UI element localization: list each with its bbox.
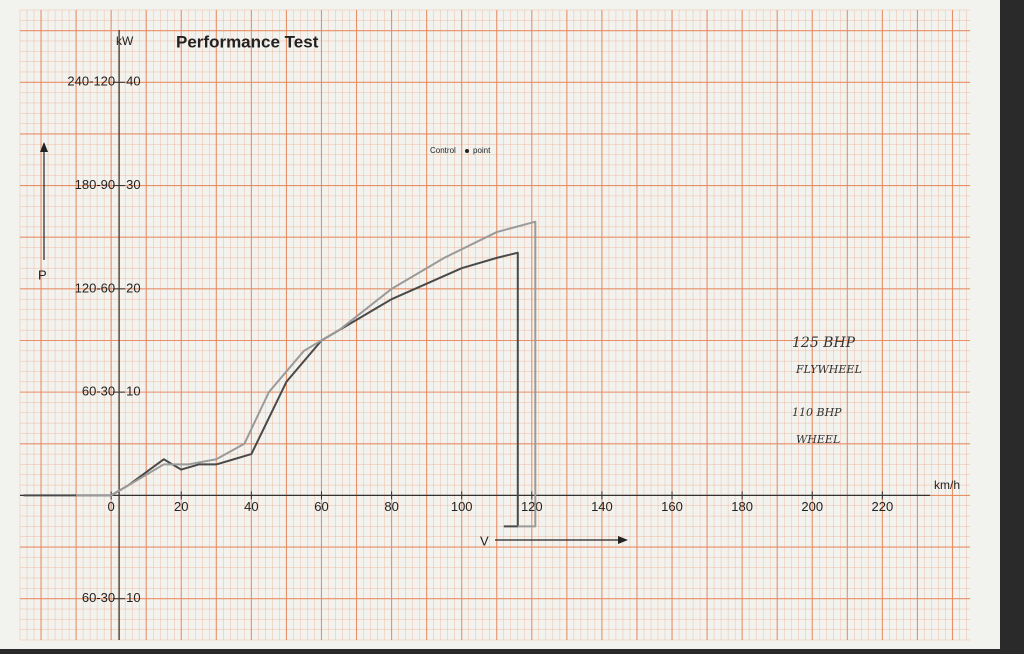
- control-label: Control: [430, 146, 456, 155]
- annotation: WHEEL: [796, 433, 840, 446]
- x-tick-label: 140: [591, 499, 613, 514]
- control-label: point: [473, 146, 491, 155]
- x-tick-label: 200: [801, 499, 823, 514]
- y-tick-label-alt: 240-120: [67, 74, 115, 89]
- paper: [0, 0, 1000, 649]
- x-tick-label: 80: [384, 499, 398, 514]
- series-line: [23, 251, 519, 528]
- x-axis-label: V: [480, 533, 489, 548]
- x-tick-label: 160: [661, 499, 683, 514]
- y-tick-label-alt: 180-90: [75, 177, 115, 192]
- x-tick-label: 100: [451, 499, 473, 514]
- annotation: 110 BHP: [792, 406, 842, 419]
- paper-grid: [19, 9, 970, 641]
- y-tick-label: 10: [126, 590, 140, 605]
- arrow-head: [40, 142, 48, 152]
- x-tick-label: 0: [108, 499, 115, 514]
- control-point: [465, 149, 469, 153]
- x-tick-label: 60: [314, 499, 328, 514]
- y-tick-label: 20: [126, 280, 140, 295]
- annotation: 125 BHP: [792, 335, 856, 351]
- arrow-head: [618, 536, 628, 544]
- x-tick-label: 120: [521, 499, 543, 514]
- y-tick-label: 30: [126, 177, 140, 192]
- annotation: FLYWHEEL: [795, 363, 862, 376]
- x-tick-label: 40: [244, 499, 258, 514]
- y-unit: kW: [116, 34, 134, 48]
- y-tick-label-alt: 60-30: [82, 384, 115, 399]
- y-axis-label: P: [38, 267, 47, 282]
- x-tick-label: 20: [174, 499, 188, 514]
- y-tick-label: 10: [126, 384, 140, 399]
- x-unit: km/h: [934, 478, 960, 492]
- series-line: [76, 220, 537, 528]
- x-tick-label: 180: [731, 499, 753, 514]
- y-tick-label-alt: 120-60: [75, 280, 115, 295]
- y-tick-label-alt: 60-30: [82, 590, 115, 605]
- x-tick-label: 220: [872, 499, 894, 514]
- y-tick-label: 40: [126, 74, 140, 89]
- chart-title: Performance Test: [176, 32, 319, 51]
